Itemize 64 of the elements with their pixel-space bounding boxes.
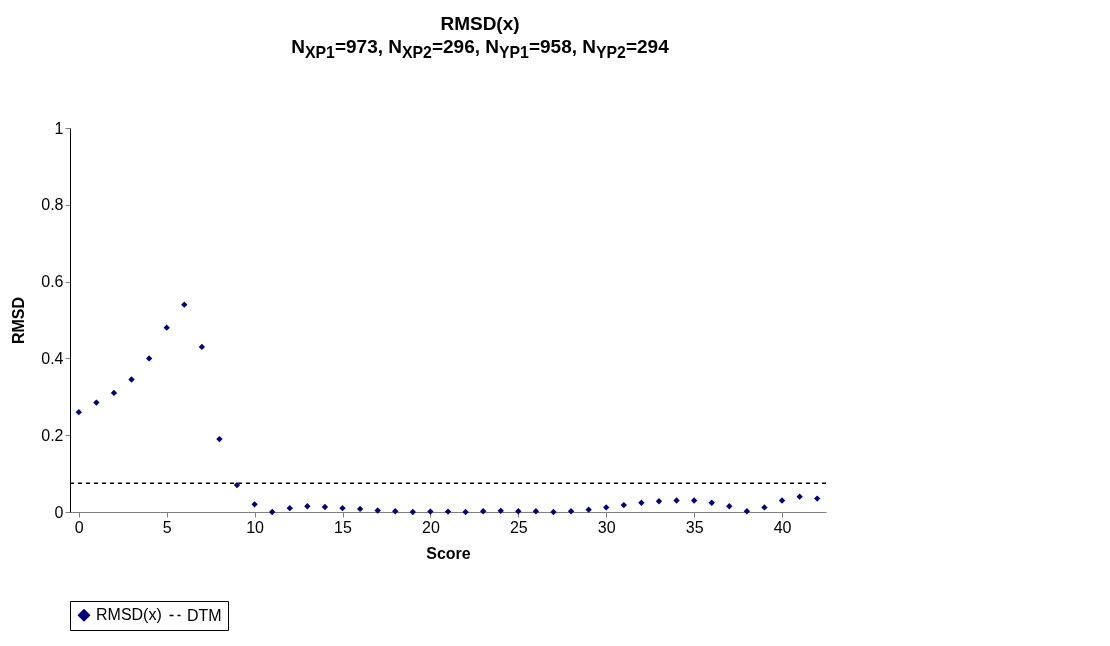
x-axis-title: Score (426, 544, 471, 562)
point (761, 504, 768, 511)
x-tick-label: 35 (685, 518, 704, 536)
y-axis-title: RMSD (10, 296, 28, 345)
x-tick-label: 15 (334, 518, 353, 536)
y-tick-label: 0.2 (41, 426, 64, 444)
point (93, 399, 100, 406)
point (638, 499, 645, 506)
point (497, 507, 504, 515)
point (163, 324, 170, 331)
point (814, 495, 821, 502)
x-tick-label: 0 (74, 518, 84, 536)
legend-label: DTM (187, 606, 222, 624)
x-tick-label: 20 (422, 518, 440, 536)
point (128, 376, 135, 383)
point (110, 389, 118, 397)
point (374, 507, 381, 514)
x-tick-label: 40 (773, 518, 792, 536)
chart-title: RMSD(x) (439, 12, 521, 35)
point (673, 497, 680, 504)
point (726, 503, 733, 510)
y-tick-label: 0.4 (41, 349, 64, 367)
point (145, 355, 153, 362)
y-tick-label: 0 (54, 503, 64, 521)
point (462, 508, 469, 516)
text: N$_{XP1}$=973, N$_{XP2}$=296, N$_{YP1}$=958, N$_{YP2}$=294 (291, 36, 669, 61)
point (321, 503, 329, 511)
point (743, 508, 751, 515)
point (690, 497, 698, 504)
point (620, 501, 627, 509)
legend-label: RMSD(x) (96, 606, 162, 624)
point (181, 301, 188, 308)
point (339, 505, 346, 512)
y-tick-label: 0.6 (41, 273, 64, 291)
point (233, 481, 241, 489)
point (778, 497, 786, 504)
point (392, 508, 399, 515)
point (251, 501, 258, 508)
point (304, 503, 311, 510)
point (603, 504, 610, 511)
point (444, 508, 452, 515)
point (216, 435, 223, 443)
x-tick-label: 5 (162, 518, 172, 536)
point (75, 409, 82, 416)
y-tick-label: 0.8 (41, 196, 64, 214)
point (585, 506, 592, 513)
x-tick-label: 10 (246, 518, 265, 536)
point (532, 508, 540, 515)
point (409, 508, 416, 516)
point (269, 508, 276, 516)
point (356, 505, 364, 513)
point (198, 343, 206, 351)
y-tick-label: 1 (54, 119, 64, 137)
point (708, 499, 715, 506)
x-tick-label: 30 (597, 518, 616, 536)
point (286, 505, 293, 512)
point (796, 493, 803, 500)
point (480, 508, 487, 515)
point (515, 508, 522, 515)
x-tick-label: 25 (509, 518, 528, 536)
point (427, 508, 434, 515)
point (655, 498, 663, 505)
point (567, 508, 575, 515)
point (550, 508, 557, 516)
